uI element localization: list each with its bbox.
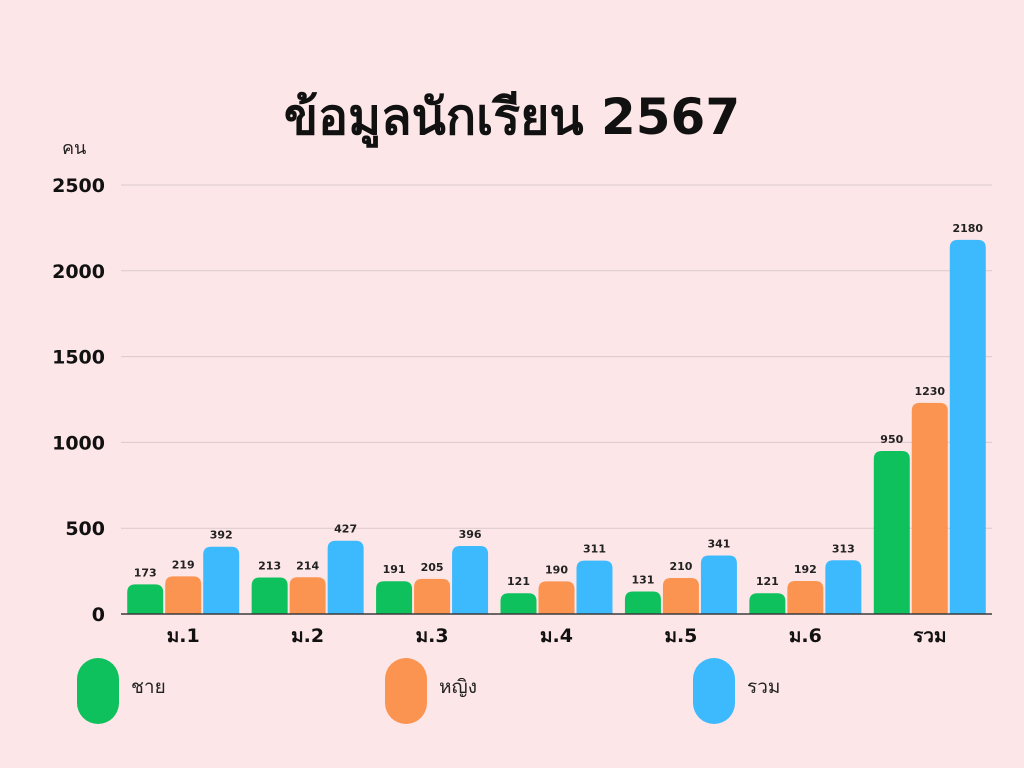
bar-value-label: 219 — [172, 558, 195, 571]
bar-value-label: 392 — [210, 529, 233, 542]
bar — [873, 450, 910, 614]
bar-value-label: 190 — [545, 563, 568, 576]
bar — [576, 560, 613, 614]
bar-value-label: 191 — [383, 563, 406, 576]
bar-value-label: 121 — [756, 575, 779, 588]
bar-value-label: 1230 — [914, 385, 945, 398]
bar-value-label: 313 — [832, 542, 855, 555]
bar — [949, 239, 986, 615]
y-tick-label: 1000 — [52, 432, 105, 454]
bar — [825, 560, 862, 614]
bar-value-label: 213 — [258, 559, 281, 572]
bar-value-label: 210 — [669, 560, 692, 573]
x-tick-label: ม.6 — [789, 625, 822, 647]
bar — [203, 546, 240, 614]
bar — [700, 555, 737, 614]
bar — [538, 581, 575, 614]
bar — [500, 593, 537, 614]
legend-label-female: หญิง — [439, 676, 477, 698]
chart-title: ข้อมูลนักเรียน 2567 — [283, 88, 741, 146]
x-tick-label: ม.2 — [291, 625, 324, 647]
x-tick-label: ม.1 — [167, 625, 200, 647]
bar-value-label: 2180 — [952, 222, 983, 235]
legend-label-male: ชาย — [131, 676, 166, 698]
y-tick-label: 2500 — [52, 175, 105, 197]
bar-value-label: 950 — [880, 433, 903, 446]
bar-chart: 0 500 1000 1500 2000 2500 173 219 392 ม.1 213 214 42… — [52, 175, 992, 647]
bar-value-label: 341 — [707, 537, 730, 550]
bar — [911, 402, 948, 614]
x-tick-label: ม.5 — [664, 625, 697, 647]
bar-value-label: 214 — [296, 559, 319, 572]
bar — [787, 581, 824, 614]
x-tick-label: รวม — [913, 625, 946, 647]
legend-swatch-total — [693, 658, 735, 724]
bar — [165, 576, 202, 614]
bar-value-label: 131 — [631, 574, 654, 587]
bar — [624, 591, 661, 614]
y-tick-label: 0 — [92, 604, 105, 626]
bar-value-label: 396 — [459, 528, 482, 541]
y-tick-label: 2000 — [52, 261, 105, 283]
bar — [127, 584, 164, 614]
bar-value-label: 205 — [421, 561, 444, 574]
y-tick-label: 1500 — [52, 347, 105, 369]
bar-value-label: 121 — [507, 575, 530, 588]
bar-value-label: 311 — [583, 543, 606, 556]
x-tick-label: ม.3 — [416, 625, 449, 647]
bar — [376, 581, 413, 614]
x-tick-label: ม.4 — [540, 625, 573, 647]
bar — [289, 577, 326, 614]
bar — [452, 546, 489, 614]
bar-value-label: 192 — [794, 563, 817, 576]
bar — [662, 577, 699, 614]
bar — [251, 577, 288, 614]
legend-swatch-male — [77, 658, 119, 724]
bar-value-label: 173 — [134, 566, 157, 579]
bar — [327, 540, 364, 614]
y-axis-unit-label: คน — [62, 138, 87, 159]
bar — [749, 593, 786, 614]
bar — [414, 578, 451, 614]
legend-label-total: รวม — [747, 676, 781, 698]
y-tick-label: 500 — [65, 518, 105, 540]
bar-value-label: 427 — [334, 523, 357, 536]
legend-swatch-female — [385, 658, 427, 724]
